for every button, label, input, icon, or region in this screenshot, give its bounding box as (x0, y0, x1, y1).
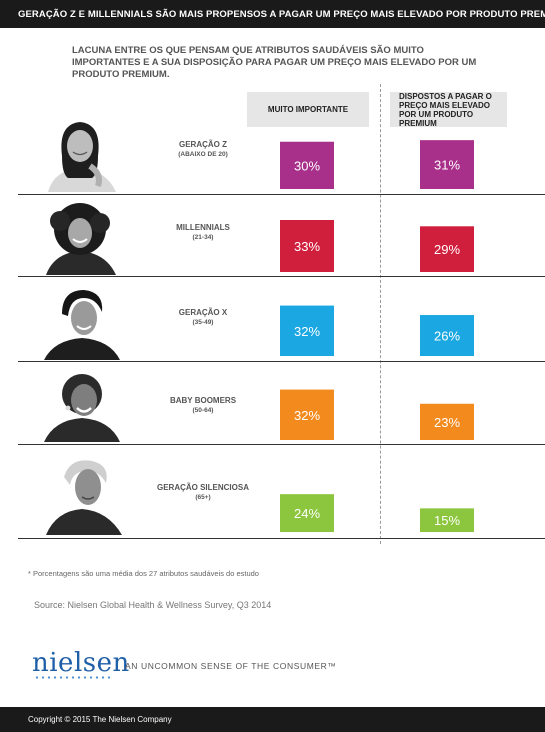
data-label-willing-to-pay-baby-boomers: 23% (434, 415, 460, 430)
bar-very-important-baby-boomers (280, 389, 334, 440)
brand-tagline: AN UNCOMMON SENSE OF THE CONSUMER™ (125, 661, 337, 671)
bar-willing-to-pay-millennials (420, 226, 474, 272)
data-label-very-important-gen-z: 30% (294, 158, 320, 173)
copyright: Copyright © 2015 The Nielsen Company (28, 715, 172, 724)
bar-willing-to-pay-baby-boomers (420, 403, 474, 440)
title-bar: GERAÇÃO Z E MILLENNIALS SÃO MAIS PROPENS… (0, 0, 545, 28)
portrait-gen-z-image (48, 122, 116, 192)
portrait-baby-boomers-image (44, 374, 120, 442)
data-label-very-important-silent-generation: 24% (294, 506, 320, 521)
footer-bar (0, 707, 545, 732)
data-label-very-important-millennials: 33% (294, 239, 320, 254)
bar-very-important-millennials (280, 220, 334, 272)
category-label-silent-generation: GERAÇÃO SILENCIOSA (156, 483, 249, 492)
bar-willing-to-pay-silent-generation (420, 508, 474, 532)
portrait-silent-generation-image (46, 460, 122, 535)
age-range-gen-z: (ABAIXO DE 20) (178, 151, 228, 158)
data-label-willing-to-pay-gen-x: 26% (434, 329, 460, 344)
footnote: * Porcentagens são uma média dos 27 atri… (28, 569, 259, 578)
bar-very-important-gen-z (280, 141, 334, 189)
data-label-willing-to-pay-silent-generation: 15% (434, 513, 460, 528)
portrait-millennials-image (46, 203, 116, 275)
nielsen-logo: nielsen (32, 648, 130, 678)
age-range-silent-generation: (65+) (195, 494, 211, 501)
data-label-very-important-gen-x: 32% (294, 324, 320, 339)
row-separator (18, 444, 545, 445)
portrait-gen-x-image (44, 290, 120, 360)
bar-very-important-gen-x (280, 305, 334, 356)
category-label-baby-boomers: BABY BOOMERS (169, 396, 237, 405)
age-range-millennials: (21-34) (192, 234, 214, 241)
row-separator (18, 538, 545, 539)
bar-willing-to-pay-gen-z (420, 140, 474, 189)
source-note: Source: Nielsen Global Health & Wellness… (34, 600, 272, 610)
category-label-gen-x: GERAÇÃO X (178, 308, 228, 317)
chart-title: GERAÇÃO Z E MILLENNIALS SÃO MAIS PROPENS… (18, 9, 545, 20)
bar-very-important-silent-generation (280, 494, 334, 532)
data-label-very-important-baby-boomers: 32% (294, 408, 320, 423)
category-label-millennials: MILLENNIALS (176, 223, 230, 232)
logo-dots (34, 676, 114, 679)
row-separator (18, 194, 545, 195)
age-range-baby-boomers: (50-64) (192, 407, 214, 414)
chart-subtitle: LACUNA ENTRE OS QUE PENSAM QUE ATRIBUTOS… (72, 45, 477, 80)
row-separator (18, 276, 545, 277)
data-label-willing-to-pay-gen-z: 31% (434, 158, 460, 173)
category-label-gen-z: GERAÇÃO Z (179, 140, 227, 149)
data-label-willing-to-pay-millennials: 29% (434, 242, 460, 257)
column-header-very-important: MUITO IMPORTANTE (247, 92, 369, 127)
column-header-willing-to-pay: DISPOSTOS A PAGAR O PREÇO MAIS ELEVADO P… (390, 92, 507, 128)
age-range-gen-x: (35-49) (192, 319, 214, 326)
bar-willing-to-pay-gen-x (420, 315, 474, 356)
row-separator (18, 361, 545, 362)
column-divider (380, 84, 381, 544)
